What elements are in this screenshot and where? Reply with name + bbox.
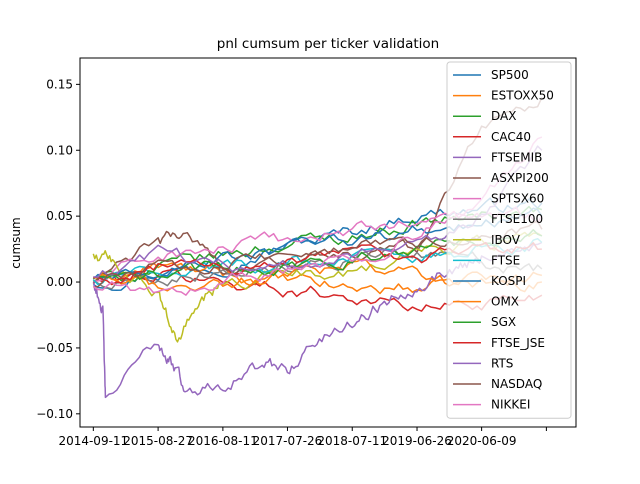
legend-label: SPTSX60 (491, 192, 544, 206)
y-tick-label: −0.05 (36, 341, 73, 355)
legend-label: ASXPI200 (491, 171, 549, 185)
x-axis: 2014-09-112015-08-272016-08-112017-07-26… (58, 427, 547, 448)
legend-label: DAX (491, 109, 516, 123)
y-tick-label: 0.00 (46, 275, 73, 289)
y-axis: −0.10 −0.05 0.00 0.05 0.10 0.15 (36, 77, 80, 421)
legend-label: KOSPI (491, 274, 526, 288)
legend-label: FTSEMIB (491, 150, 542, 164)
legend-label: IBOV (491, 233, 521, 247)
x-tick-label: 2017-07-26 (253, 434, 323, 448)
chart-title: pnl cumsum per ticker validation (217, 36, 439, 52)
x-tick-label: 2019-06-26 (382, 434, 452, 448)
y-tick-label: 0.15 (46, 77, 73, 91)
legend-label: SP500 (491, 68, 529, 82)
x-tick-label: 2018-07-11 (317, 434, 387, 448)
y-tick-label: 0.10 (46, 143, 73, 157)
legend-label: OMX (491, 295, 519, 309)
plot-frame (79, 57, 577, 428)
legend-label: SGX (491, 315, 516, 329)
legend-label: NIKKEI (491, 398, 530, 412)
x-tick-label: 2015-08-27 (123, 434, 193, 448)
legend-label: FTSE (491, 253, 520, 267)
legend-label: ESTOXX50 (491, 89, 554, 103)
legend: SP500 ESTOXX50 DAX CAC40 FTSEMIB ASXPI200 SPTS… (446, 61, 572, 419)
legend-label: FTSE_JSE (491, 336, 545, 350)
y-axis-label: cumsum (9, 217, 23, 268)
y-tick-label: −0.10 (36, 407, 73, 421)
legend-label: RTS (491, 356, 513, 370)
x-tick-label: 2016-08-11 (188, 434, 258, 448)
legend-label: NASDAQ (491, 377, 542, 391)
x-tick-label: 2020-06-09 (447, 434, 517, 448)
legend-box (446, 61, 572, 419)
y-tick-label: 0.05 (46, 209, 73, 223)
x-tick-label: 2014-09-11 (58, 434, 128, 448)
legend-label: FTSE100 (491, 212, 543, 226)
legend-label: CAC40 (491, 130, 531, 144)
